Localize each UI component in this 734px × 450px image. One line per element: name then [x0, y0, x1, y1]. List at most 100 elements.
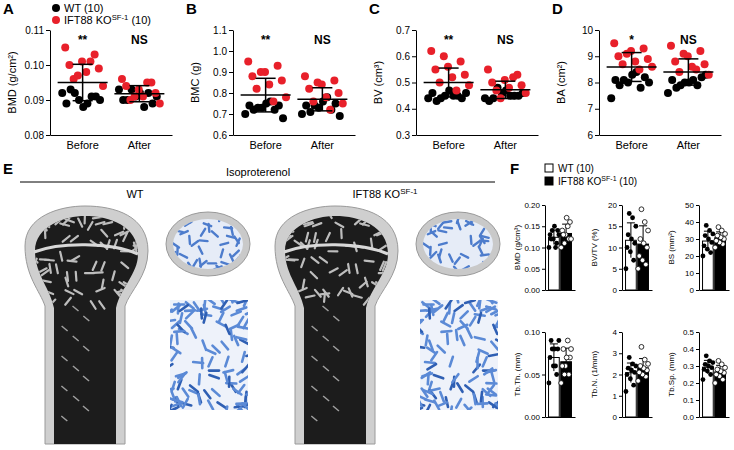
data-point — [509, 73, 517, 81]
trabecula — [56, 264, 58, 273]
y-tick-label: 0.8 — [213, 88, 227, 99]
trabecula — [455, 257, 460, 263]
y-tick: 0.09 — [25, 95, 50, 106]
y-tick-label: 0 — [690, 286, 695, 295]
data-point — [553, 245, 558, 250]
trabecula — [83, 316, 89, 321]
trabecula — [172, 255, 175, 263]
trabecula — [204, 300, 205, 308]
y-tick-label: 0.4 — [396, 103, 410, 114]
trabecula — [63, 236, 70, 242]
panel-letter: D — [552, 0, 563, 17]
trabecula — [96, 222, 105, 224]
trabecula — [380, 286, 382, 295]
y-tick-mark — [696, 332, 699, 333]
y-axis-title: Tb.Sp. (mm) — [667, 352, 676, 397]
trabecula — [351, 207, 357, 214]
error-bar — [265, 78, 267, 112]
trabecula — [456, 300, 459, 302]
data-point — [637, 84, 645, 92]
data-point — [431, 65, 439, 73]
trabecula — [277, 300, 283, 306]
trabecula — [225, 357, 228, 367]
y-tick-label: 1.1 — [213, 25, 227, 36]
trabecula — [422, 389, 428, 397]
trabecula — [496, 327, 498, 329]
trabecula — [431, 305, 433, 315]
data-point — [71, 89, 79, 97]
trabecula — [456, 330, 457, 340]
error-cap — [639, 225, 647, 226]
data-point — [625, 245, 630, 250]
trabecula — [292, 293, 297, 301]
trabecula — [101, 230, 107, 237]
trabecula — [170, 223, 175, 229]
trabecula — [383, 220, 384, 229]
x-axis — [700, 417, 730, 419]
x-axis: BeforeAfter — [417, 135, 539, 151]
trabecula — [303, 280, 305, 289]
trabecula — [386, 262, 393, 268]
trabecula — [42, 270, 49, 275]
bar — [703, 367, 714, 417]
x-tick: Before — [432, 135, 464, 151]
y-tick: 0.2 — [683, 379, 699, 388]
trabecula — [323, 306, 329, 311]
trabecula — [420, 320, 423, 321]
trabecula — [383, 271, 392, 274]
y-tick: 1.1 — [213, 25, 233, 36]
trabecula — [198, 394, 200, 404]
trabecula — [382, 301, 387, 309]
x-axis: BeforeAfter — [234, 135, 356, 151]
data-point — [624, 389, 629, 394]
y-tick-label: 0.05 — [524, 371, 540, 380]
data-point — [555, 228, 560, 233]
trabecula — [491, 310, 498, 315]
bar-chart-panel: 01020304050BS (mm²) — [667, 201, 730, 295]
trabecula — [296, 222, 305, 224]
trabecula — [172, 352, 178, 360]
data-point — [562, 372, 567, 377]
dot-plot-panel: B0.60.70.80.91.01.1BeforeAfterBMC (g)**N… — [186, 0, 356, 151]
trabecula — [63, 218, 69, 224]
data-point — [640, 44, 648, 52]
data-point — [646, 361, 651, 366]
data-point — [279, 114, 287, 122]
trabecula — [174, 330, 184, 334]
data-point — [689, 76, 697, 84]
trabecula — [380, 222, 385, 230]
data-point — [332, 100, 340, 108]
bar-chart-panel: 0.000.050.10Tb.Th. (mm) — [513, 328, 576, 422]
y-axis-line — [699, 206, 700, 291]
trabecula — [239, 216, 242, 224]
y-tick: 0.10 — [524, 244, 545, 253]
y-tick: 0.00 — [524, 286, 545, 295]
trabecula — [242, 352, 245, 362]
trabecula — [175, 334, 178, 344]
data-point — [713, 245, 718, 250]
trabecula — [65, 290, 73, 294]
significance-label: NS — [680, 33, 697, 47]
cross-section-cortex — [416, 212, 500, 276]
y-tick: 40 — [685, 218, 699, 227]
trabecula — [240, 254, 248, 255]
trabecula — [330, 268, 338, 272]
y-tick-mark — [619, 417, 622, 418]
trabecula — [429, 224, 432, 232]
y-tick-label: 0.7 — [396, 25, 410, 36]
y-tick: 3 — [613, 349, 622, 358]
trabecula — [71, 256, 79, 261]
trabecula — [428, 223, 435, 226]
trabecula — [75, 272, 78, 281]
y-tick-mark — [542, 269, 545, 270]
x-tick-label: Before — [432, 139, 464, 151]
trabecula — [199, 247, 203, 254]
trabecula — [420, 309, 426, 312]
trabecula — [170, 408, 177, 410]
trabecula — [115, 290, 121, 297]
trabecula — [183, 399, 188, 408]
data-point — [115, 86, 123, 94]
trabecula — [359, 208, 365, 215]
data-point — [632, 241, 637, 246]
data-point — [631, 383, 636, 388]
